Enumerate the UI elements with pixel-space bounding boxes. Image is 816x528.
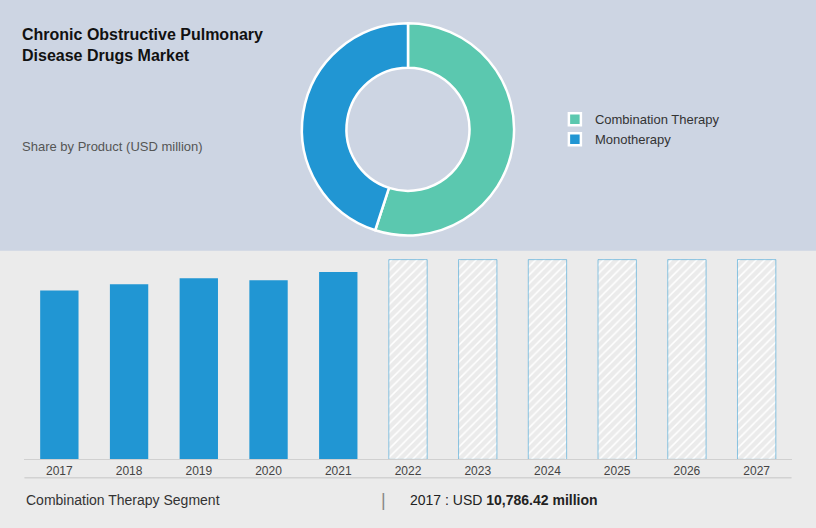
svg-text:2027: 2027 xyxy=(743,464,770,478)
svg-text:2026: 2026 xyxy=(674,464,701,478)
svg-text:Chronic Obstructive PulmonaryD: Chronic Obstructive PulmonaryDisease Dru… xyxy=(22,26,263,64)
svg-text:2022: 2022 xyxy=(395,464,422,478)
svg-text:Combination Therapy Segment: Combination Therapy Segment xyxy=(26,492,220,508)
svg-text:Combination Therapy: Combination Therapy xyxy=(595,112,720,127)
svg-text:2019: 2019 xyxy=(185,464,212,478)
svg-text:2023: 2023 xyxy=(464,464,491,478)
svg-text:2021: 2021 xyxy=(325,464,352,478)
svg-text:2017 : USD 10,786.42 million: 2017 : USD 10,786.42 million xyxy=(410,492,598,508)
svg-text:2020: 2020 xyxy=(255,464,282,478)
svg-text:|: | xyxy=(381,490,386,510)
svg-text:2025: 2025 xyxy=(604,464,631,478)
svg-text:2018: 2018 xyxy=(116,464,143,478)
svg-text:Share by Product (USD million): Share by Product (USD million) xyxy=(22,139,203,154)
svg-text:2024: 2024 xyxy=(534,464,561,478)
svg-text:Monotherapy: Monotherapy xyxy=(595,132,671,147)
svg-text:2017: 2017 xyxy=(46,464,73,478)
